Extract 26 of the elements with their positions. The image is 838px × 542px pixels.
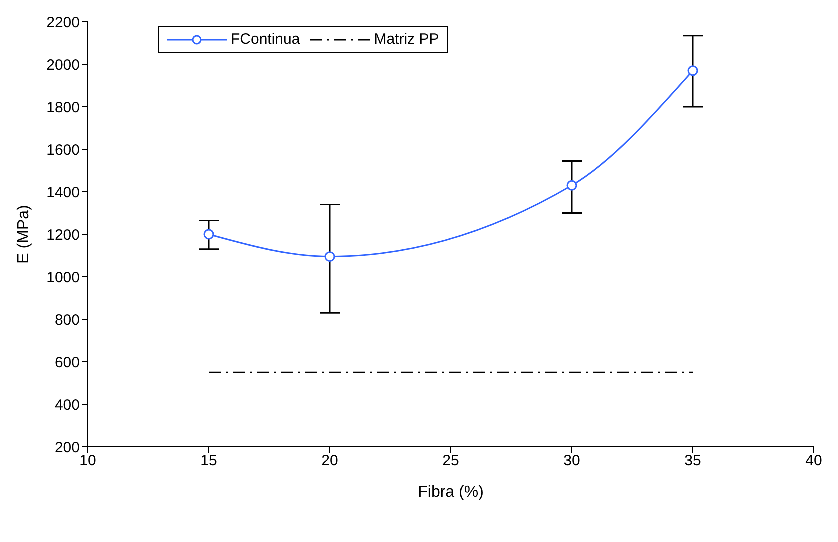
legend-label: Matriz PP	[374, 31, 440, 48]
y-tick-label: 2000	[46, 56, 80, 74]
y-tick-label: 400	[54, 396, 80, 414]
y-tick-label: 1600	[46, 142, 80, 159]
y-tick-label: 1400	[46, 184, 80, 202]
x-tick-label: 25	[442, 452, 460, 470]
point	[324, 252, 336, 262]
point	[566, 180, 578, 191]
x-tick-label: 10	[80, 452, 96, 470]
point	[204, 229, 214, 240]
point	[688, 66, 698, 76]
x-tick-label: 35	[684, 452, 702, 470]
y-tick-label: 2200	[46, 14, 80, 32]
x-tick-label: 30	[564, 452, 580, 470]
y-tick-label: 800	[54, 312, 80, 329]
y-tick-label: 1800	[46, 99, 80, 116]
x-tick-label: 40	[806, 452, 822, 470]
legend-label: FContinua	[231, 31, 300, 48]
y-tick-label: 600	[54, 354, 80, 372]
x-tick-label: 15	[200, 452, 218, 470]
y-axis-title: E (MPa)	[16, 205, 33, 264]
y-tick-label: 1000	[46, 269, 80, 286]
x-axis-title: Fibra (%)	[418, 484, 484, 501]
y-tick-label: 200	[54, 439, 80, 456]
x-tick-label: 20	[322, 452, 338, 470]
y-tick-label: 1200	[46, 226, 80, 244]
